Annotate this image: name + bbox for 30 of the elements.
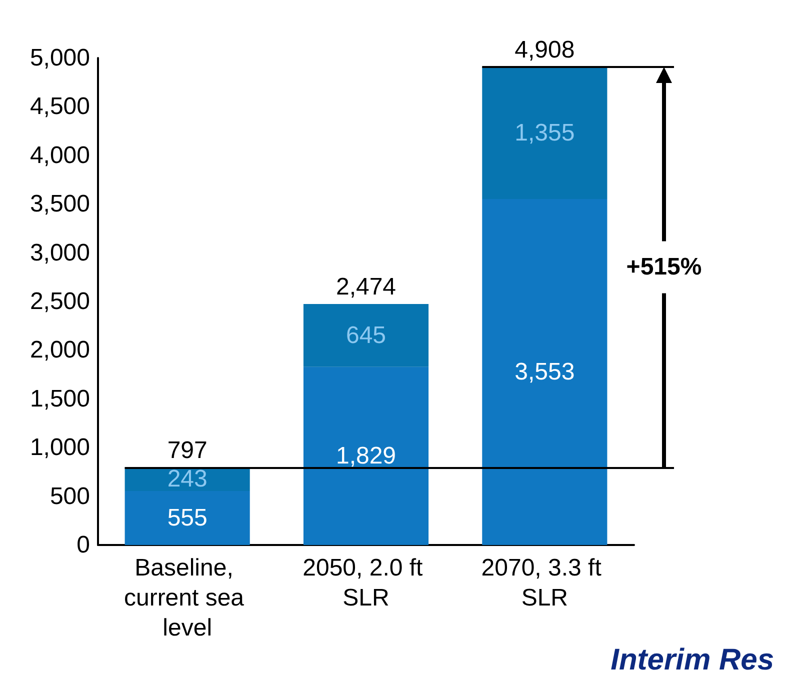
x-tick-label: 2070, 3.3 ft SLR <box>481 554 608 612</box>
annotation: +515% <box>626 254 702 281</box>
data-label: 3,553 <box>514 358 575 386</box>
y-tick-label: 1,500 <box>30 385 90 412</box>
bar <box>303 366 429 545</box>
y-tick-label: 1,000 <box>30 434 90 462</box>
total-label: 4,908 <box>514 36 575 64</box>
x-tick-label: Baseline, current sea level <box>124 554 251 642</box>
y-tick-label: 3,000 <box>30 239 90 266</box>
total-label: 2,474 <box>336 274 396 301</box>
text: Interim Res <box>610 644 774 676</box>
data-label: 1,829 <box>336 442 396 470</box>
y-tick-label: 0 <box>76 532 90 558</box>
bar <box>303 304 429 367</box>
y-tick-label: 2,000 <box>30 336 90 364</box>
y-tick-label: 4,500 <box>30 93 90 120</box>
data-label: 1,355 <box>514 119 575 146</box>
data-label: 243 <box>167 466 208 493</box>
x-tick-label: 2050, 2.0 ft SLR <box>302 554 430 612</box>
y-tick-label: 2,500 <box>30 288 90 315</box>
y-tick-label: 500 <box>50 482 90 510</box>
y-tick-label: 3,500 <box>30 190 90 218</box>
y-tick-label: 5,000 <box>30 44 90 72</box>
data-label: 555 <box>167 504 208 532</box>
bar <box>124 490 250 545</box>
y-tick-label: 4,000 <box>30 142 90 169</box>
bar <box>482 66 608 199</box>
data-label: 645 <box>346 322 386 349</box>
bar <box>482 198 608 545</box>
total-label: 797 <box>167 436 208 464</box>
